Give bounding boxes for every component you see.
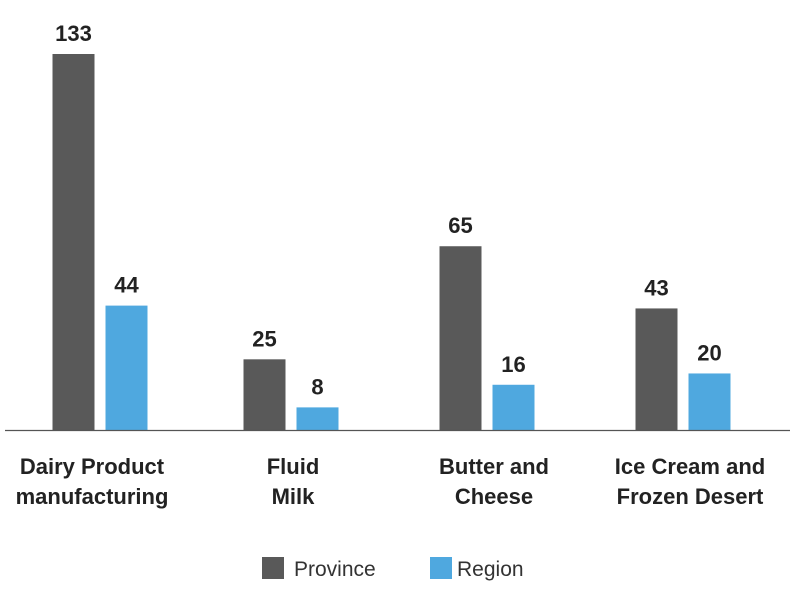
category-label-2: Butter and: [439, 454, 549, 479]
bar-region-2: [492, 384, 535, 430]
bar-province-1: [243, 359, 286, 430]
bar-region-0: [105, 305, 148, 430]
data-label-region-1: 8: [311, 374, 323, 399]
category-label-3: Ice Cream and: [615, 454, 765, 479]
bar-region-1: [296, 407, 339, 430]
data-label-province-0: 133: [55, 21, 92, 46]
data-label-region-3: 20: [697, 340, 721, 365]
data-label-province-3: 43: [644, 275, 668, 300]
category-label-1: Milk: [272, 484, 316, 509]
legend-swatch-region: [430, 557, 452, 579]
legend-label-region: Region: [457, 558, 524, 581]
bar-province-3: [635, 308, 678, 430]
bar-region-3: [688, 373, 731, 430]
legend-label-province: Province: [294, 558, 376, 581]
category-label-0: manufacturing: [16, 484, 169, 509]
data-label-region-0: 44: [114, 273, 139, 298]
category-label-1: Fluid: [267, 454, 320, 479]
data-label-region-2: 16: [501, 352, 525, 377]
category-label-0: Dairy Product: [20, 454, 165, 479]
category-labels: Dairy Product manufacturing Fluid Milk Butte…: [16, 454, 766, 509]
legend-swatch-province: [262, 557, 284, 579]
bars-layer: 133 44 25 8 65 16 43 20: [52, 21, 731, 430]
category-label-2: Cheese: [455, 484, 533, 509]
data-label-province-2: 65: [448, 213, 472, 238]
data-label-province-1: 25: [252, 326, 276, 351]
bar-province-2: [439, 246, 482, 430]
category-label-3: Frozen Desert: [617, 484, 764, 509]
bar-province-0: [52, 54, 95, 430]
legend: Province Region: [262, 557, 524, 581]
